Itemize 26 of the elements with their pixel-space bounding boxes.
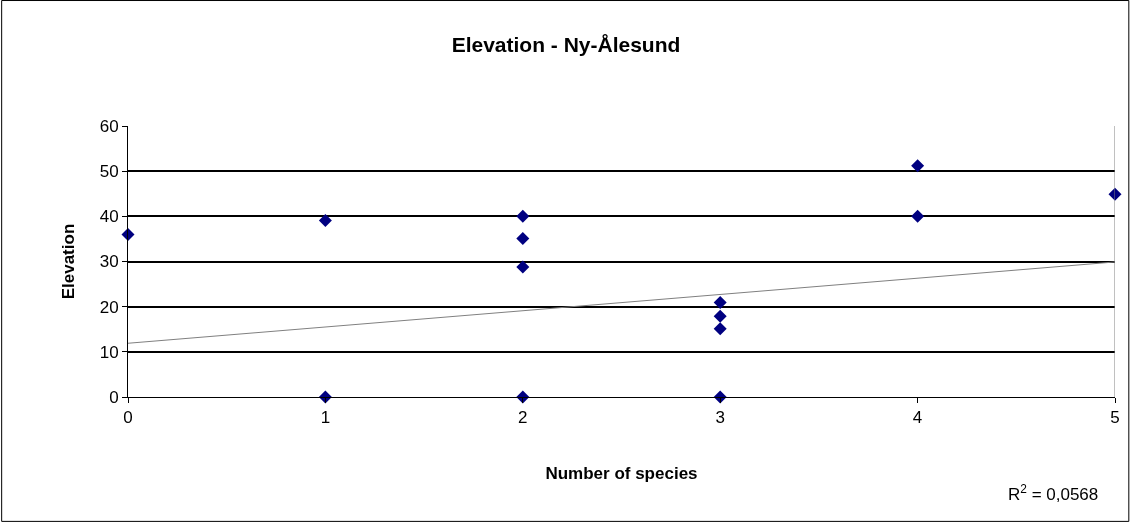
x-tick-label: 0 bbox=[123, 408, 133, 428]
x-axis-title: Number of species bbox=[545, 463, 698, 483]
point bbox=[516, 260, 530, 274]
point bbox=[911, 159, 925, 173]
chart-title: Elevation - Ny-Ålesund bbox=[451, 32, 681, 56]
point bbox=[713, 296, 727, 310]
y-tick-label: 40 bbox=[99, 207, 119, 227]
y-tick-label: 30 bbox=[99, 252, 119, 272]
point bbox=[516, 209, 530, 223]
x-tick-label: 2 bbox=[518, 408, 528, 428]
y-axis-title: Elevation bbox=[59, 223, 79, 300]
x-tick-label: 4 bbox=[912, 408, 923, 428]
text: R$^{2}$ = 0,0568 bbox=[1008, 482, 1099, 505]
y-tick-label: 10 bbox=[99, 342, 119, 362]
y-tick-label: 0 bbox=[109, 387, 119, 407]
y-tick-label: 60 bbox=[99, 116, 119, 136]
x-tick-label: 5 bbox=[1110, 408, 1120, 428]
point bbox=[713, 309, 727, 323]
x-tick-label: 1 bbox=[320, 408, 331, 428]
y-tick-label: 20 bbox=[99, 297, 119, 317]
point bbox=[911, 209, 925, 223]
y-tick-label: 50 bbox=[99, 162, 119, 182]
x-tick-label: 3 bbox=[715, 408, 725, 428]
point bbox=[516, 231, 530, 245]
point bbox=[713, 322, 727, 336]
point bbox=[318, 213, 332, 227]
